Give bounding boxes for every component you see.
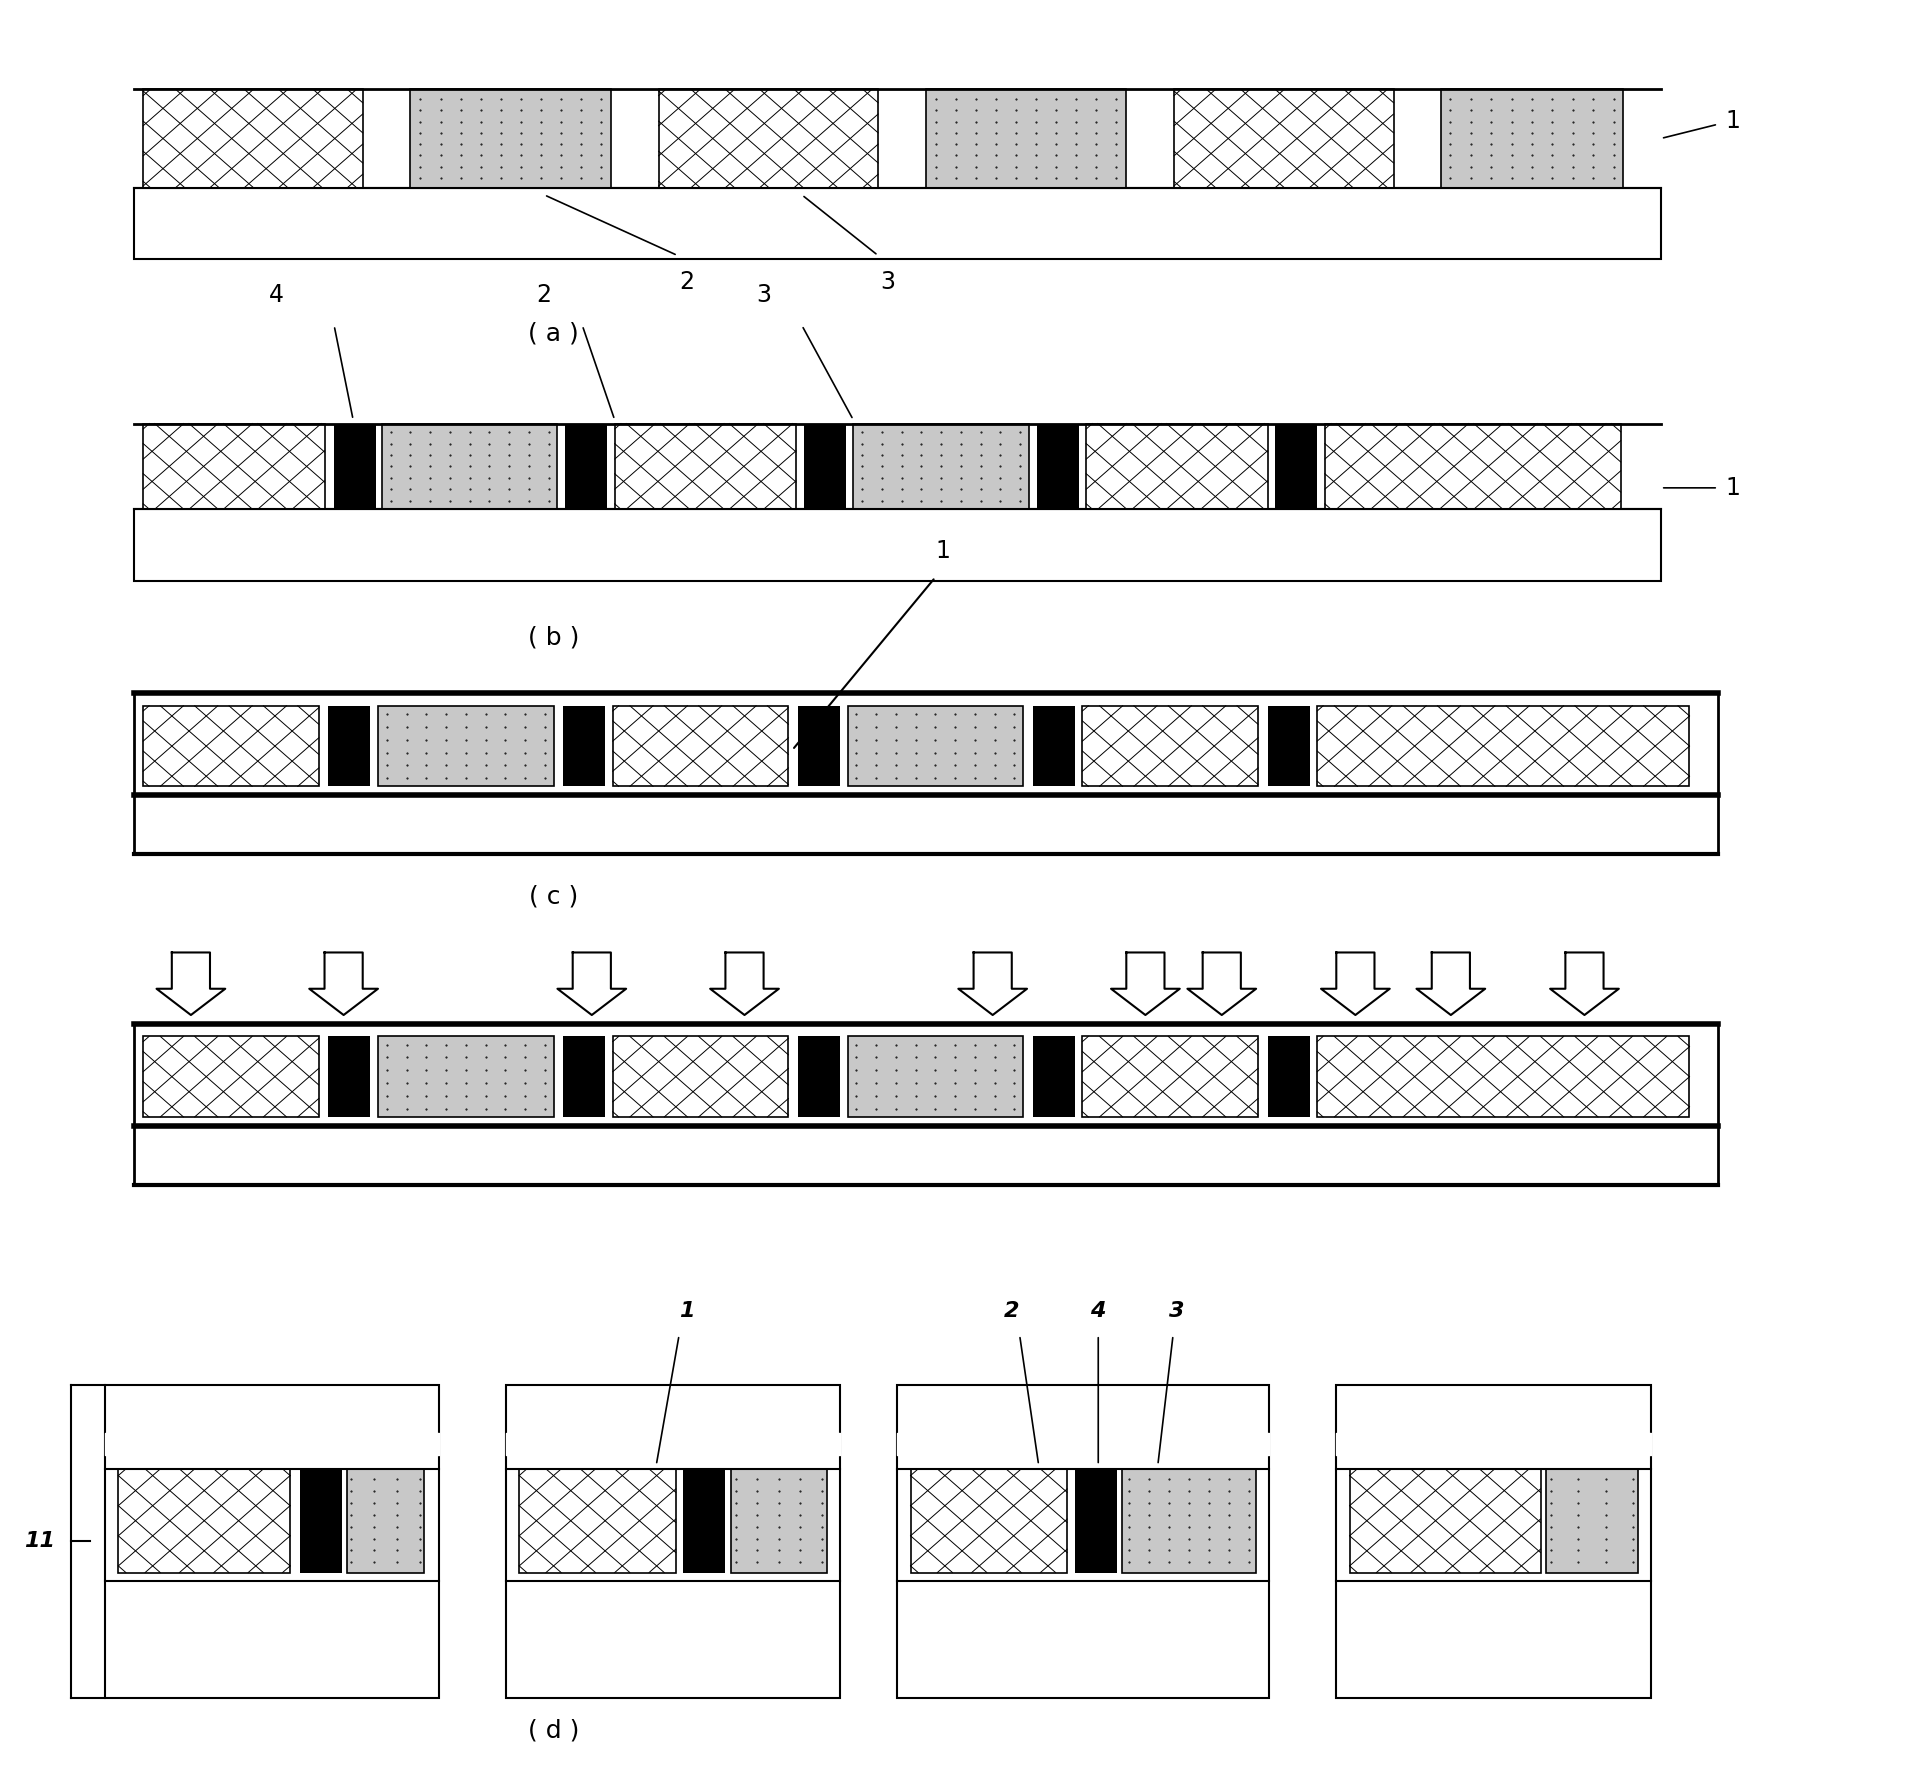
Bar [1082,706,1258,786]
Bar [347,1469,424,1573]
Bar [134,1024,1718,1185]
Text: 1: 1 [680,1301,695,1321]
Bar [1268,1036,1310,1117]
Text: 11: 11 [25,1531,55,1551]
Bar [853,424,1029,509]
Bar [118,1469,290,1573]
Polygon shape [1550,952,1619,1015]
Bar [134,693,1718,854]
Bar [1546,1469,1638,1573]
Bar [328,1036,370,1117]
Polygon shape [157,952,225,1015]
Bar [659,89,878,188]
Polygon shape [1111,952,1180,1015]
Text: ( d ): ( d ) [529,1719,578,1742]
Bar [1317,1036,1689,1117]
Polygon shape [1187,952,1256,1015]
Bar [410,89,611,188]
Bar [798,1036,840,1117]
Bar [798,706,840,786]
Bar [1033,706,1075,786]
Bar [897,1385,1269,1698]
Bar [1037,424,1079,509]
Text: 2: 2 [536,284,552,307]
Bar [1268,706,1310,786]
Text: ( b ): ( b ) [529,625,578,649]
Bar [563,706,605,786]
Bar [563,1036,605,1117]
Bar [134,693,1718,854]
Bar [1317,706,1689,786]
Bar [334,424,376,509]
Bar [506,1385,840,1698]
Text: 3: 3 [756,284,771,307]
Text: 3: 3 [1168,1301,1185,1321]
Bar [613,706,788,786]
Text: 2: 2 [1004,1301,1019,1321]
Bar [134,188,1661,259]
Bar [382,424,557,509]
Bar [378,706,554,786]
Bar [143,706,319,786]
Text: 4: 4 [1090,1301,1105,1321]
Text: ( a ): ( a ) [529,322,578,345]
Bar [105,1385,439,1698]
Bar [1441,89,1623,188]
Text: ( c ): ( c ) [529,885,578,908]
Polygon shape [958,952,1027,1015]
Text: 2: 2 [680,270,695,293]
Bar [848,1036,1023,1117]
Bar [613,1036,788,1117]
Text: 1: 1 [1726,109,1741,132]
Polygon shape [557,952,626,1015]
Bar [731,1469,827,1573]
Text: 3: 3 [880,270,895,293]
Bar [134,509,1661,581]
Bar [328,706,370,786]
Polygon shape [309,952,378,1015]
Bar [143,89,363,188]
Bar [378,1036,554,1117]
Bar [683,1469,725,1573]
Bar [1082,1036,1258,1117]
Text: 4: 4 [269,284,284,307]
Bar [143,424,325,509]
Bar [134,1024,1718,1185]
Bar [1075,1469,1117,1573]
Bar [1350,1469,1541,1573]
Polygon shape [1416,952,1485,1015]
Bar [565,424,607,509]
Bar [1336,1385,1651,1698]
Bar [519,1469,676,1573]
Bar [1033,1036,1075,1117]
Text: 1: 1 [935,540,951,563]
Polygon shape [710,952,779,1015]
Bar [1325,424,1621,509]
Bar [143,1036,319,1117]
Bar [804,424,846,509]
Text: 1: 1 [1726,475,1741,500]
Bar [1174,89,1394,188]
Bar [1275,424,1317,509]
Bar [911,1469,1067,1573]
Polygon shape [1321,952,1390,1015]
Bar [848,706,1023,786]
Bar [615,424,796,509]
Bar [1086,424,1268,509]
Bar [926,89,1126,188]
Bar [1122,1469,1256,1573]
Bar [300,1469,342,1573]
